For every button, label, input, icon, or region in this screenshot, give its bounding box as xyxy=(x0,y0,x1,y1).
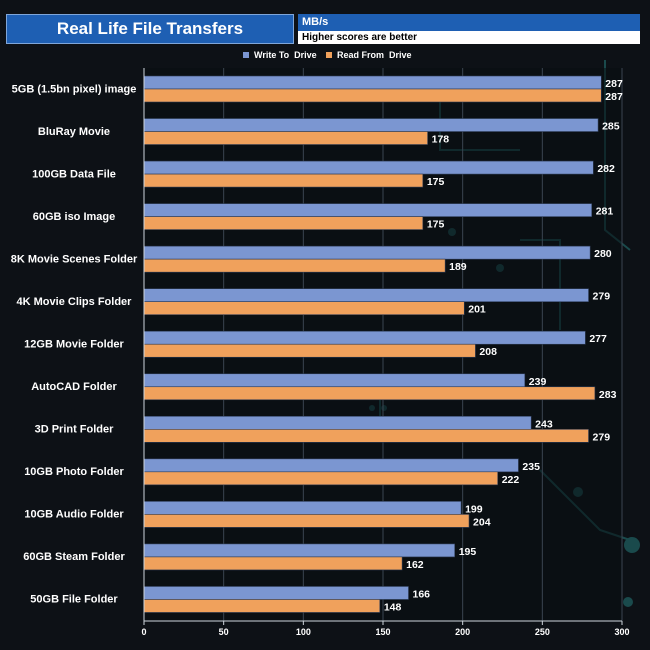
value-label: 282 xyxy=(597,163,615,175)
value-label: 243 xyxy=(535,418,553,430)
bar-read xyxy=(143,88,602,103)
bar-read xyxy=(143,258,446,273)
bar-write xyxy=(143,75,602,90)
value-label: 199 xyxy=(465,503,483,515)
value-label: 277 xyxy=(589,333,607,345)
bar-read xyxy=(143,429,589,443)
category-label: BluRay Movie xyxy=(38,126,110,138)
bar-write xyxy=(143,288,589,302)
value-label: 175 xyxy=(427,176,445,188)
category-label: 12GB Movie Folder xyxy=(24,339,124,351)
value-label: 235 xyxy=(522,461,540,473)
bar-write xyxy=(143,245,591,260)
value-label: 287 xyxy=(605,78,623,90)
category-label: AutoCAD Folder xyxy=(31,381,117,393)
category-label: 50GB File Folder xyxy=(30,594,118,606)
value-label: 279 xyxy=(593,431,611,443)
value-label: 148 xyxy=(384,601,402,613)
value-label: 195 xyxy=(459,546,477,558)
bar-write xyxy=(143,458,519,473)
category-label: 60GB Steam Folder xyxy=(23,551,125,563)
category-label: 8K Movie Scenes Folder xyxy=(11,253,138,265)
bar-write xyxy=(143,118,599,132)
bar-write xyxy=(143,543,456,558)
category-label: 3D Print Folder xyxy=(35,424,115,436)
category-label: 60GB iso Image xyxy=(33,211,116,223)
bar-read xyxy=(143,556,403,571)
category-label: 5GB (1.5bn pixel) image xyxy=(12,83,137,95)
bar-read xyxy=(143,471,499,486)
bar-read xyxy=(143,173,424,188)
units-label: MB/s xyxy=(298,14,640,31)
category-label: 10GB Photo Folder xyxy=(24,466,124,478)
x-tick-label: 150 xyxy=(375,627,390,637)
value-label: 204 xyxy=(473,516,491,528)
bar-read xyxy=(143,343,476,358)
bar-write xyxy=(143,501,462,515)
value-label: 280 xyxy=(594,248,612,260)
legend-label-read: Read From Drive xyxy=(337,50,412,60)
x-tick-label: 50 xyxy=(219,627,229,637)
bar-write xyxy=(143,203,593,217)
legend-swatch-write xyxy=(243,52,249,58)
category-label: 100GB Data File xyxy=(32,168,116,180)
value-label: 239 xyxy=(529,376,547,388)
x-tick-label: 100 xyxy=(296,627,311,637)
bar-write xyxy=(143,330,586,345)
bar-read xyxy=(143,599,381,613)
bar-write xyxy=(143,416,532,430)
value-label: 175 xyxy=(427,219,445,231)
bar-read xyxy=(143,301,465,315)
value-label: 287 xyxy=(605,91,623,103)
bar-write xyxy=(143,586,409,600)
value-label: 189 xyxy=(449,261,467,273)
value-label: 178 xyxy=(432,134,450,146)
value-label: 166 xyxy=(412,588,430,600)
category-label: 10GB Audio Folder xyxy=(24,509,124,521)
bar-write xyxy=(143,160,594,175)
x-tick-label: 0 xyxy=(141,627,146,637)
x-tick-label: 250 xyxy=(535,627,550,637)
value-label: 222 xyxy=(502,474,520,486)
value-label: 283 xyxy=(599,389,617,401)
x-tick-label: 200 xyxy=(455,627,470,637)
bar-read xyxy=(143,514,470,528)
bar-read xyxy=(143,386,596,401)
x-tick-label: 300 xyxy=(614,627,629,637)
legend-swatch-read xyxy=(326,52,332,58)
value-label: 162 xyxy=(406,559,424,571)
x-axis xyxy=(143,68,622,622)
bar-read xyxy=(143,131,428,145)
legend: Write To Drive Read From Drive xyxy=(243,50,412,60)
value-label: 208 xyxy=(479,346,497,358)
category-label: 4K Movie Clips Folder xyxy=(17,296,133,308)
higher-better-note: Higher scores are better xyxy=(298,31,640,44)
bar-write xyxy=(143,373,526,388)
value-label: 201 xyxy=(468,304,486,316)
legend-label-write: Write To Drive xyxy=(254,50,317,60)
value-label: 281 xyxy=(596,206,614,218)
bars-group xyxy=(143,75,602,613)
chart-title: Real Life File Transfers xyxy=(6,14,294,44)
bar-read xyxy=(143,216,424,230)
value-label: 285 xyxy=(602,121,620,133)
value-label: 279 xyxy=(593,291,611,303)
